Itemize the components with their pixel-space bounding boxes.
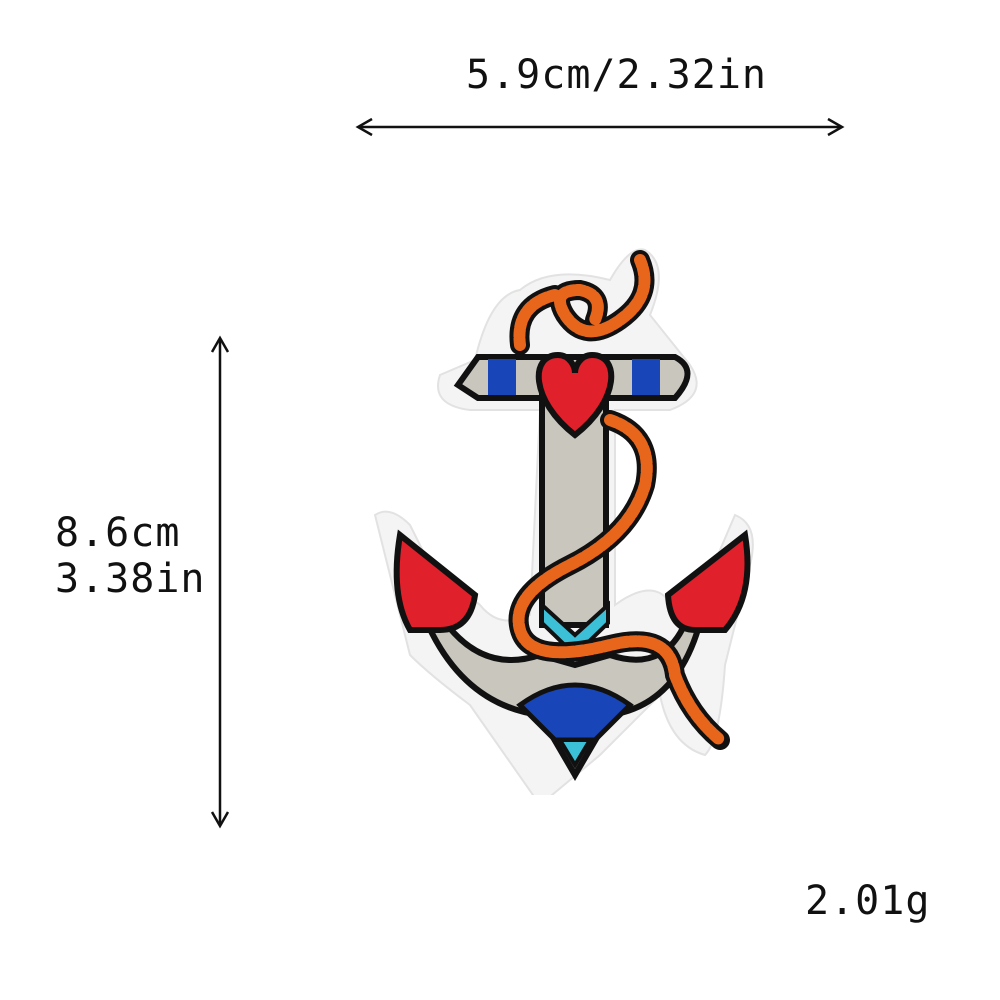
weight-label: 2.01g — [805, 878, 931, 924]
width-arrow — [355, 117, 845, 137]
right-fluke — [664, 529, 751, 633]
width-dimension-label: 5.9cm/2.32in — [466, 52, 767, 98]
height-in-text: 3.38in — [55, 556, 206, 602]
height-dimension-label: 8.6cm 3.38in — [55, 510, 206, 602]
left-fluke — [393, 529, 479, 633]
height-arrow — [210, 335, 230, 829]
crown-shell — [516, 682, 634, 743]
heart-icon — [535, 351, 615, 439]
height-cm-text: 8.6cm — [55, 510, 181, 556]
anchor-patch-image — [373, 248, 754, 795]
